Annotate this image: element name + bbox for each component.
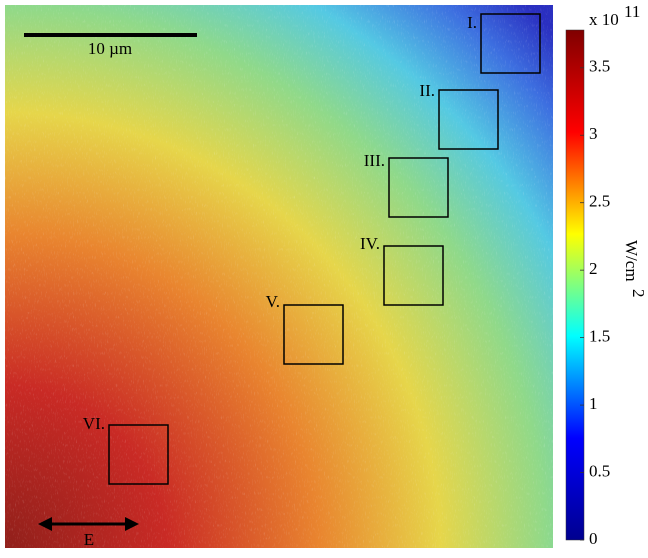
region-label: III. — [364, 151, 385, 170]
colorbar: x 10 11 W/cm 2 0 0.5 1 1.5 2 2.5 3 3.5 — [566, 2, 648, 548]
micrograph: 10 µm E I. II. III. IV. V. VI. — [5, 5, 553, 549]
colorbar-scale — [566, 30, 584, 540]
region-label: I. — [467, 13, 477, 32]
colorbar-unit-exponent: 2 — [629, 289, 648, 298]
tick-label: 1 — [589, 394, 598, 413]
tick-label: 2 — [589, 259, 598, 278]
region-label: IV. — [360, 234, 380, 253]
scale-bar-label: 10 µm — [88, 39, 132, 58]
tick-label: 3 — [589, 124, 598, 143]
colorbar-multiplier: x 10 — [589, 10, 619, 29]
tick-label: 3.5 — [589, 57, 610, 76]
surface-texture — [5, 5, 553, 548]
tick-label: 0.5 — [589, 461, 610, 480]
tick-label: 2.5 — [589, 192, 610, 211]
colorbar-unit: W/cm — [622, 240, 641, 282]
region-label: V. — [266, 292, 280, 311]
tick-label: 0 — [589, 529, 598, 548]
region-label: VI. — [83, 414, 105, 433]
colorbar-multiplier-exponent: 11 — [624, 2, 640, 21]
polarization-label: E — [84, 530, 94, 549]
tick-label: 1.5 — [589, 327, 610, 346]
figure: 10 µm E I. II. III. IV. V. VI. x 10 11 W… — [0, 0, 648, 553]
region-label: II. — [419, 81, 435, 100]
